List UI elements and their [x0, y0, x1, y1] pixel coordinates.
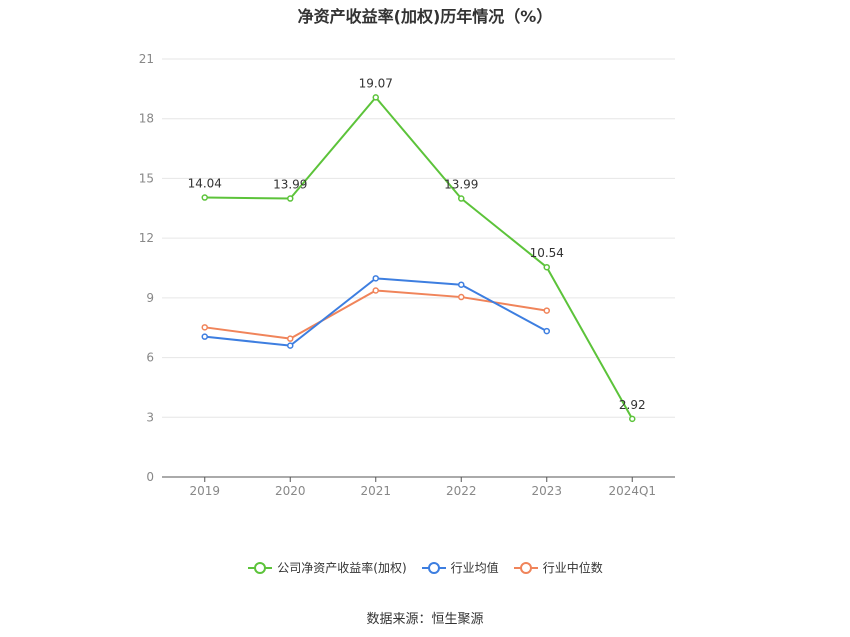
legend-marker-icon: [513, 561, 538, 574]
data-point: [458, 195, 465, 202]
legend-label: 行业均值: [450, 561, 499, 575]
data-point: [287, 342, 294, 349]
y-tick-label: 18: [139, 112, 154, 126]
data-point: [201, 324, 208, 331]
legend-marker-icon: [421, 561, 446, 574]
legend-label: 公司净资产收益率(加权): [277, 561, 407, 575]
y-tick-label: 21: [139, 52, 154, 66]
data-label: 10.54: [530, 246, 564, 260]
y-tick-label: 3: [146, 410, 154, 424]
data-point: [372, 275, 379, 282]
x-tick-label: 2022: [446, 484, 477, 498]
data-point: [458, 293, 465, 301]
legend-item[interactable]: 行业中位数: [513, 559, 603, 576]
x-tick-label: 2024Q1: [608, 484, 656, 498]
data-point: [629, 415, 636, 423]
y-tick-label: 9: [146, 291, 154, 305]
x-tick-label: 2019: [189, 484, 220, 498]
x-tick-label: 2020: [275, 484, 306, 498]
legend-item[interactable]: 行业均值: [421, 559, 499, 576]
data-point: [543, 327, 550, 335]
y-tick-label: 0: [146, 470, 154, 484]
series-line: [204, 96, 634, 420]
data-label: 19.07: [359, 76, 393, 90]
data-point: [372, 94, 379, 101]
data-label: 14.04: [188, 177, 222, 191]
x-tick-label: 2023: [531, 484, 562, 498]
data-point: [201, 333, 208, 340]
legend-label: 行业中位数: [542, 561, 603, 575]
y-tick-label: 6: [146, 351, 154, 365]
data-label: 2.92: [619, 398, 646, 412]
data-point: [201, 194, 208, 201]
y-tick-label: 15: [139, 171, 154, 185]
data-point: [372, 287, 379, 294]
x-tick-label: 2021: [360, 484, 391, 498]
data-point: [287, 335, 294, 342]
data-source: 数据来源：恒生聚源: [366, 612, 484, 627]
chart-title: 净资产收益率(加权)历年情况（%）: [297, 7, 553, 26]
data-point: [287, 195, 294, 202]
data-label: 13.99: [444, 178, 478, 192]
legend-item[interactable]: 公司净资产收益率(加权): [247, 559, 407, 576]
data-point: [543, 307, 550, 314]
legend-marker-icon: [248, 561, 273, 574]
chart-legend: 公司净资产收益率(加权) 行业均值 行业中位数: [0, 559, 850, 576]
data-label: 13.99: [273, 178, 307, 192]
data-point: [543, 263, 550, 271]
data-point: [458, 281, 465, 288]
y-tick-label: 12: [139, 231, 154, 245]
